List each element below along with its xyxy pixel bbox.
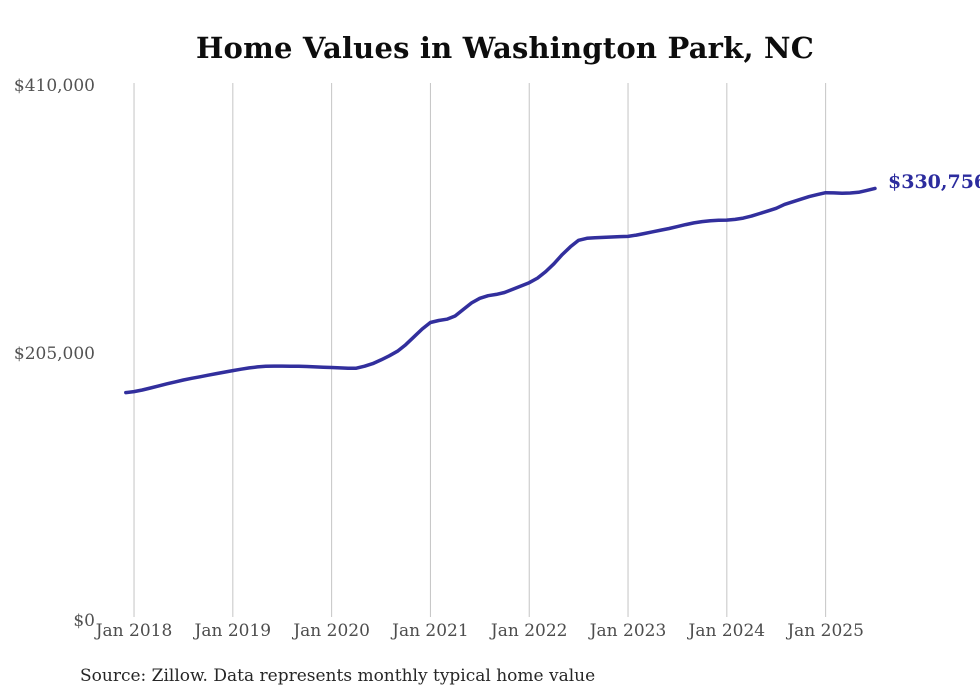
gridlines [133,83,827,617]
x-tick-label: Jan 2018 [95,621,173,641]
x-tick-label: Jan 2024 [688,621,766,641]
y-tick-label: $410,000 [13,76,95,96]
price-line [124,186,877,395]
current-value-label: $330,756 [888,171,980,193]
x-tick-label: Jan 2023 [589,621,667,641]
y-tick-label: $0 [73,611,95,631]
y-tick-label: $205,000 [13,343,95,364]
x-tick-label: Jan 2025 [787,621,864,641]
chart-title: Home Values in Washington Park, NC [195,31,815,65]
source-note: Source: Zillow. Data represents monthly … [80,666,596,686]
x-tick-label: Jan 2021 [392,621,469,641]
x-tick-label: Jan 2019 [194,621,272,641]
x-tick-label: Jan 2022 [490,621,568,641]
x-tick-label: Jan 2020 [293,621,370,641]
